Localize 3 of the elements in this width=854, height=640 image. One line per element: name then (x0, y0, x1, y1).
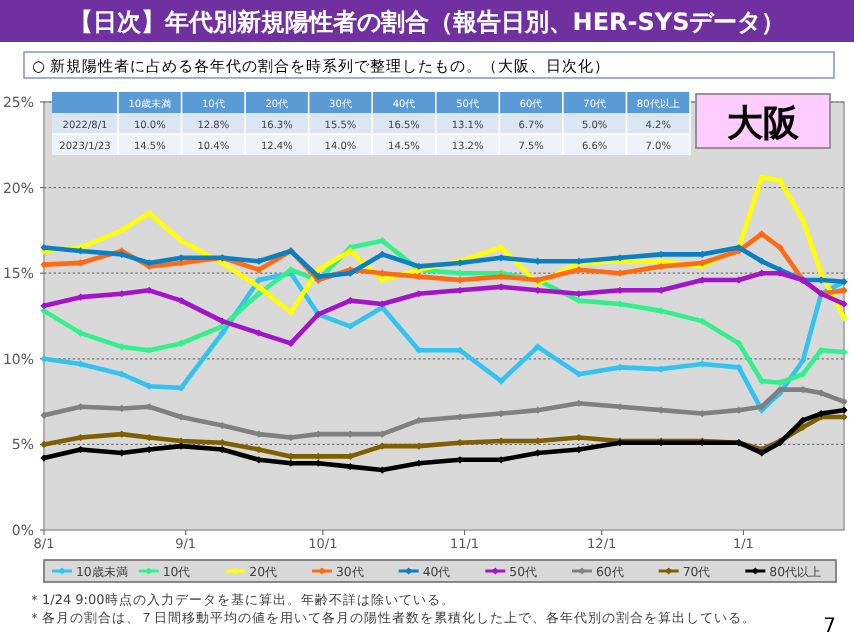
annotation: 大阪 (725, 103, 801, 145)
text: 7 (823, 616, 836, 638)
chart-title: 【日次】年代別新規陽性者の割合（報告日別、HER-SYSデータ） (68, 8, 786, 36)
